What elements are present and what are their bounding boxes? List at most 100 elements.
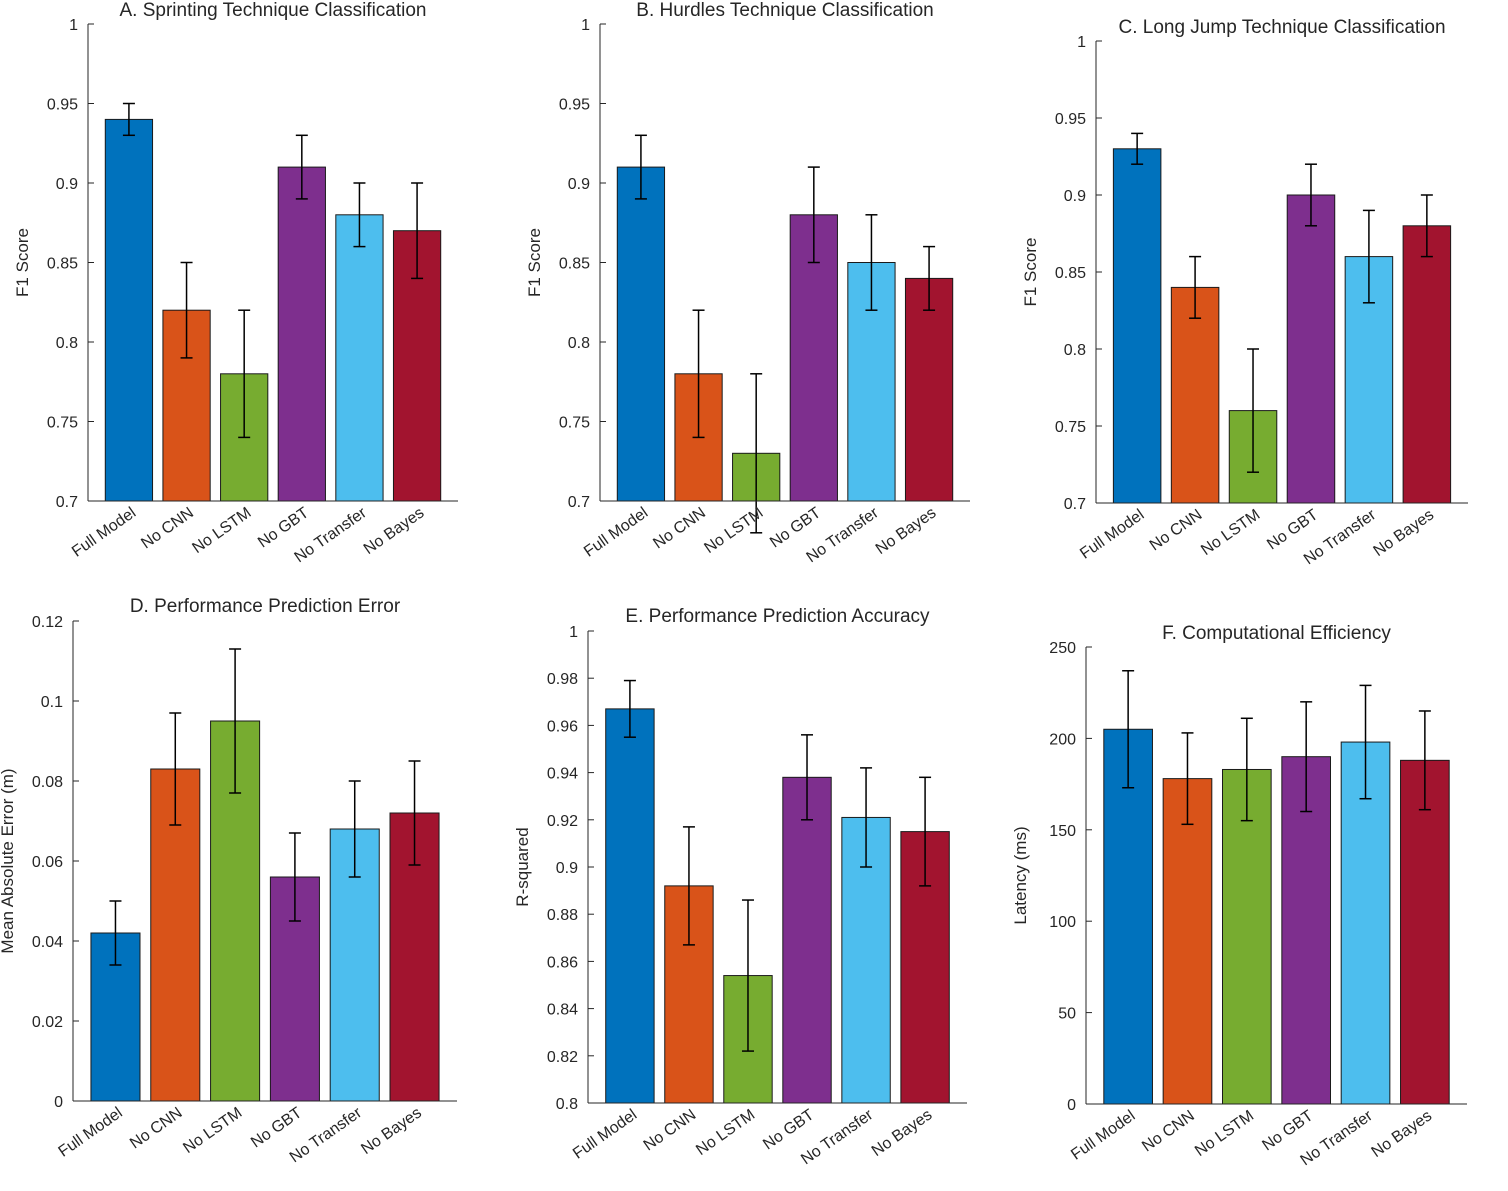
error-bar: [750, 373, 763, 534]
y-axis-label: Latency (ms): [1011, 826, 1030, 924]
y-tick-label: 0.9: [556, 860, 578, 877]
error-bar: [860, 767, 873, 868]
error-bar: [682, 826, 695, 946]
error-bar: [923, 245, 936, 311]
y-tick-label: 200: [1049, 731, 1076, 748]
y-tick-label: 0.75: [47, 415, 78, 432]
y-tick-label: 0.75: [559, 415, 590, 432]
y-tick-label: 0.7: [568, 494, 590, 511]
error-bar: [288, 832, 301, 922]
error-bar: [741, 899, 754, 1052]
error-bar: [1300, 701, 1313, 813]
bar-full-model: [616, 166, 666, 502]
error-bar: [348, 780, 361, 878]
chart-title: E. Performance Prediction Accuracy: [625, 606, 930, 627]
error-bar: [1362, 209, 1375, 304]
y-tick-label: 0.84: [547, 1002, 578, 1019]
y-tick-label: 0.86: [547, 954, 578, 971]
y-tick-label: 0.9: [1064, 188, 1086, 205]
y-axis-label: R-squared: [513, 827, 532, 906]
error-bar: [408, 760, 421, 866]
y-tick-label: 0.7: [1064, 496, 1086, 513]
y-tick-label: 0.02: [32, 1014, 63, 1031]
chart-panel-6: F. Computational Efficiency 0 50 100 150 200 2…: [1011, 623, 1467, 1169]
y-tick-label: 0.12: [32, 614, 63, 631]
bar-no-gbt: [1286, 194, 1336, 504]
y-tick-label: 1: [569, 624, 578, 641]
y-tick-label: 150: [1049, 823, 1076, 840]
y-tick-label: 0: [54, 1094, 63, 1111]
error-bar: [634, 134, 647, 200]
chart-title: C. Long Jump Technique Classification: [1118, 17, 1445, 38]
error-bar: [1131, 132, 1144, 165]
y-tick-label: 0.98: [547, 671, 578, 688]
error-bar: [238, 309, 251, 439]
bar-full-model: [1112, 148, 1162, 504]
error-bar: [1181, 732, 1194, 826]
chart-title: F. Computational Efficiency: [1162, 623, 1391, 644]
bar-no-bayes: [1402, 225, 1452, 504]
y-tick-label: 0.7: [56, 494, 78, 511]
error-bar: [122, 102, 135, 137]
y-tick-label: 0.85: [559, 256, 590, 273]
y-tick-label: 1: [581, 17, 590, 34]
y-axis-label: F1 Score: [13, 228, 32, 297]
chart-title: A. Sprinting Technique Classification: [120, 0, 427, 21]
bar-full-model: [104, 118, 154, 502]
y-tick-label: 100: [1049, 914, 1076, 931]
y-tick-label: 0: [1067, 1097, 1076, 1114]
bar-no-transfer: [335, 214, 384, 502]
y-tick-label: 0.85: [47, 256, 78, 273]
error-bar: [229, 648, 242, 794]
bar-no-cnn: [1170, 286, 1220, 504]
bar-no-bayes: [904, 277, 954, 502]
y-tick-label: 0.88: [547, 907, 578, 924]
y-tick-label: 0.85: [1055, 265, 1086, 282]
y-tick-label: 0.8: [556, 1096, 578, 1113]
y-tick-label: 50: [1058, 1006, 1076, 1023]
bar-no-lstm: [1221, 768, 1272, 1105]
y-tick-label: 0.95: [47, 97, 78, 114]
error-bar: [1304, 163, 1317, 227]
y-tick-label: 0.9: [56, 176, 78, 193]
y-tick-label: 250: [1049, 640, 1076, 657]
y-axis-label: Mean Absolute Error (m): [0, 768, 17, 953]
error-bar: [807, 166, 820, 264]
error-bar: [623, 679, 636, 738]
y-tick-label: 0.9: [568, 176, 590, 193]
error-bar: [1189, 255, 1202, 319]
y-tick-label: 0.95: [559, 97, 590, 114]
error-bar: [865, 214, 878, 311]
error-bar: [692, 309, 705, 439]
y-tick-label: 0.94: [547, 766, 578, 783]
error-bar: [1420, 194, 1433, 258]
error-bar: [919, 776, 932, 887]
error-bar: [1247, 348, 1260, 473]
y-tick-label: 0.92: [547, 813, 578, 830]
bar-full-model: [605, 708, 655, 1104]
error-bar: [1122, 670, 1135, 789]
bar-no-gbt: [782, 776, 832, 1104]
y-tick-label: 0.08: [32, 774, 63, 791]
chart-panel-4: D. Performance Prediction Error 0 0.02 0.04…: [0, 596, 457, 1166]
chart-title: B. Hurdles Technique Classification: [636, 0, 933, 21]
error-bar: [180, 261, 193, 359]
y-tick-label: 0.8: [56, 335, 78, 352]
y-tick-label: 0.82: [547, 1049, 578, 1066]
y-axis-label: F1 Score: [1021, 238, 1040, 307]
bar-no-cnn: [1162, 778, 1213, 1105]
error-bar: [1240, 717, 1253, 822]
bar-no-transfer: [1340, 741, 1391, 1105]
y-tick-label: 0.96: [547, 718, 578, 735]
error-bar: [295, 134, 308, 200]
y-tick-label: 0.06: [32, 854, 63, 871]
y-tick-label: 0.95: [1055, 111, 1086, 128]
y-tick-label: 0.04: [32, 934, 63, 951]
error-bar: [169, 712, 182, 826]
bar-no-gbt: [1281, 756, 1332, 1105]
y-tick-label: 0.8: [568, 335, 590, 352]
error-bar: [109, 900, 122, 966]
y-axis-label: F1 Score: [525, 228, 544, 297]
y-tick-label: 0.75: [1055, 419, 1086, 436]
